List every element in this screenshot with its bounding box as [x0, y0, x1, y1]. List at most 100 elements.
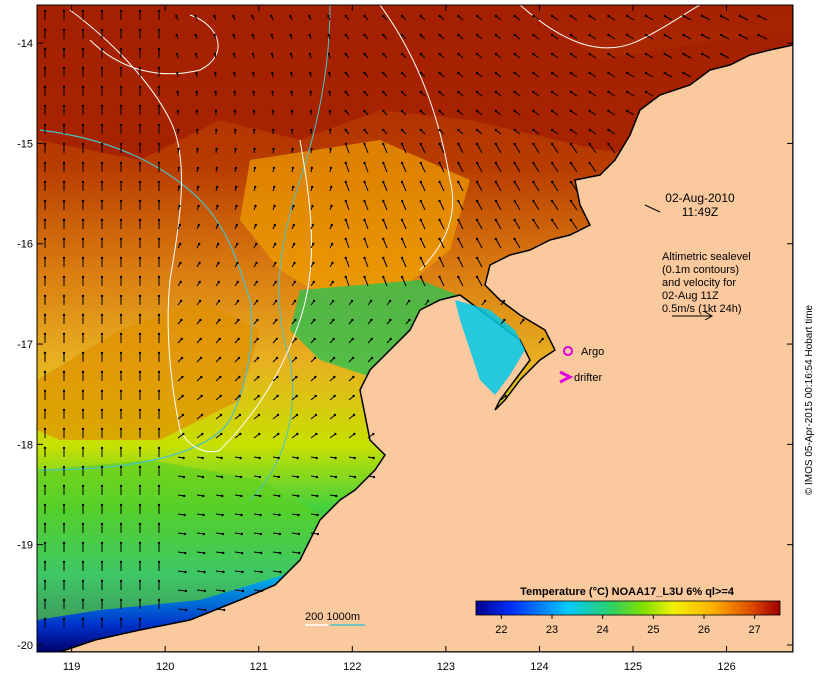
velocity-arrow-head [329, 185, 333, 189]
velocity-arrow [457, 181, 464, 192]
velocity-arrow-head [382, 128, 385, 132]
velocity-arrow-head [100, 47, 104, 51]
velocity-arrow-head [43, 313, 47, 317]
velocity-arrow-head [308, 33, 311, 37]
velocity-arrow-head [314, 375, 317, 379]
velocity-arrow-head [351, 356, 355, 360]
velocity-arrow-head [138, 522, 142, 526]
velocity-arrow-head [513, 14, 516, 18]
velocity-arrow-head [195, 109, 199, 113]
velocity-arrow-head [43, 161, 47, 165]
velocity-arrow-head [81, 389, 85, 393]
velocity-arrow-head [81, 237, 85, 241]
velocity-arrow [514, 162, 521, 173]
velocity-arrow-head [271, 71, 274, 75]
velocity-arrow-head [626, 90, 629, 94]
velocity-arrow-head [569, 128, 573, 132]
velocity-arrow [439, 219, 445, 230]
velocity-arrow-head [331, 280, 334, 284]
velocity-arrow-head [138, 66, 142, 70]
velocity-arrow-head [198, 261, 201, 265]
velocity-arrow-head [194, 52, 198, 56]
velocity-arrow-head [138, 180, 142, 184]
velocity-arrow [401, 200, 407, 211]
velocity-arrow-head [195, 71, 198, 75]
colorbar-title: Temperature (°C) NOAA17_L3U 6% ql>=4 [520, 586, 735, 598]
velocity-arrow-head [277, 432, 280, 436]
velocity-arrow-head [138, 142, 142, 146]
velocity-arrow-head [43, 579, 47, 583]
velocity-arrow [439, 276, 445, 287]
velocity-arrow-head [644, 71, 648, 75]
velocity-arrow-head [62, 237, 66, 241]
velocity-arrow-head [312, 261, 315, 265]
velocity-arrow-head [180, 356, 184, 360]
velocity-arrow-head [81, 446, 85, 450]
velocity-arrow-head [119, 256, 123, 260]
velocity-arrow [272, 551, 281, 554]
velocity-arrow-head [330, 223, 334, 227]
time-label: 11:49Z [682, 205, 718, 219]
velocity-arrow-head [382, 142, 385, 146]
velocity-arrow-head [274, 280, 277, 284]
velocity-arrow-head [344, 142, 347, 146]
velocity-arrow-head [494, 71, 498, 75]
velocity-arrow-head [550, 180, 554, 184]
velocity-arrow-head [100, 123, 104, 127]
velocity-arrow-head [344, 161, 347, 165]
velocity-arrow-head [419, 256, 423, 260]
velocity-arrow-head [259, 513, 262, 517]
velocity-arrow-head [43, 142, 47, 146]
velocity-arrow-head [502, 299, 506, 303]
velocity-arrow-head [218, 337, 221, 341]
velocity-arrow-head [329, 147, 332, 151]
date-pointer [644, 204, 661, 213]
velocity-arrow-head [62, 598, 66, 602]
velocity-arrow-head [213, 14, 216, 18]
velocity-arrow-head [607, 71, 610, 75]
velocity-arrow-head [100, 617, 104, 621]
velocity-arrow-head [100, 484, 104, 488]
velocity-arrow-head [483, 299, 487, 303]
velocity-arrow-head [370, 337, 373, 341]
land-mass [59, 5, 793, 652]
velocity-arrow-head [550, 33, 554, 37]
velocity-arrow [439, 257, 445, 268]
velocity-arrow [514, 219, 521, 230]
velocity-arrow-head [719, 14, 723, 18]
velocity-arrow-head [203, 589, 207, 593]
velocity-arrow [476, 219, 483, 230]
velocity-arrow-head [719, 33, 723, 37]
velocity-arrow-head [238, 413, 242, 417]
velocity-arrow-head [457, 128, 460, 132]
velocity-arrow-head [569, 14, 573, 18]
velocity-arrow-head [494, 180, 498, 184]
velocity-arrow-head [138, 28, 142, 32]
velocity-arrow-head [100, 9, 104, 13]
velocity-arrow-head [232, 52, 236, 56]
velocity-arrow-head [644, 14, 648, 18]
velocity-arrow-head [352, 394, 355, 398]
velocity-arrow [420, 162, 426, 173]
velocity-arrow-head [81, 218, 85, 222]
velocity-arrow [495, 181, 502, 192]
velocity-arrow-head [200, 375, 203, 379]
velocity-arrow-head [494, 14, 498, 18]
velocity-arrow-head [588, 161, 591, 165]
velocity-arrow-head [119, 28, 123, 32]
velocity-arrow [683, 53, 692, 59]
velocity-arrow [476, 276, 483, 287]
velocity-arrow-head [239, 432, 242, 436]
velocity-arrow-head [258, 475, 262, 479]
velocity-arrow-head [119, 9, 123, 13]
velocity-arrow-head [254, 204, 257, 208]
velocity-arrow-head [81, 370, 85, 374]
velocity-arrow-head [157, 199, 161, 203]
colorbar-tick-label: 26 [698, 624, 710, 636]
velocity-arrow-head [138, 161, 142, 165]
argo-marker-icon [563, 346, 573, 356]
velocity-arrow-head [43, 465, 47, 469]
warm-filament [240, 140, 470, 300]
velocity-arrow-head [236, 261, 239, 265]
velocity-arrow [589, 91, 597, 97]
